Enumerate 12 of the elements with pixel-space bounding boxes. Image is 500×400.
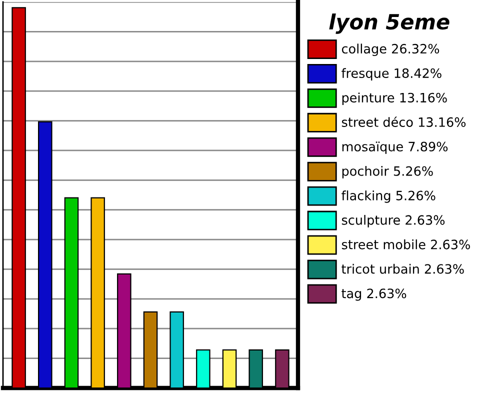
legend-label: tag 2.63%	[342, 288, 406, 301]
legend-label: tricot urbain 2.63%	[342, 264, 464, 274]
legend-label: street déco 13.16%	[342, 116, 466, 127]
legend-label: flacking 5.26%	[342, 190, 436, 203]
legend-label: fresque 18.42%	[342, 68, 442, 80]
legend-label: mosaïque 7.89%	[342, 142, 448, 154]
legend-label: pochoir 5.26%	[342, 166, 433, 178]
legend-label: sculpture 2.63%	[342, 214, 445, 228]
legend-label: collage 26.32%	[342, 44, 440, 56]
legend-title: lyon 5eme	[329, 14, 450, 34]
legend-label: peinture 13.16%	[342, 92, 447, 105]
legend-label: street mobile 2.63%	[342, 239, 470, 250]
